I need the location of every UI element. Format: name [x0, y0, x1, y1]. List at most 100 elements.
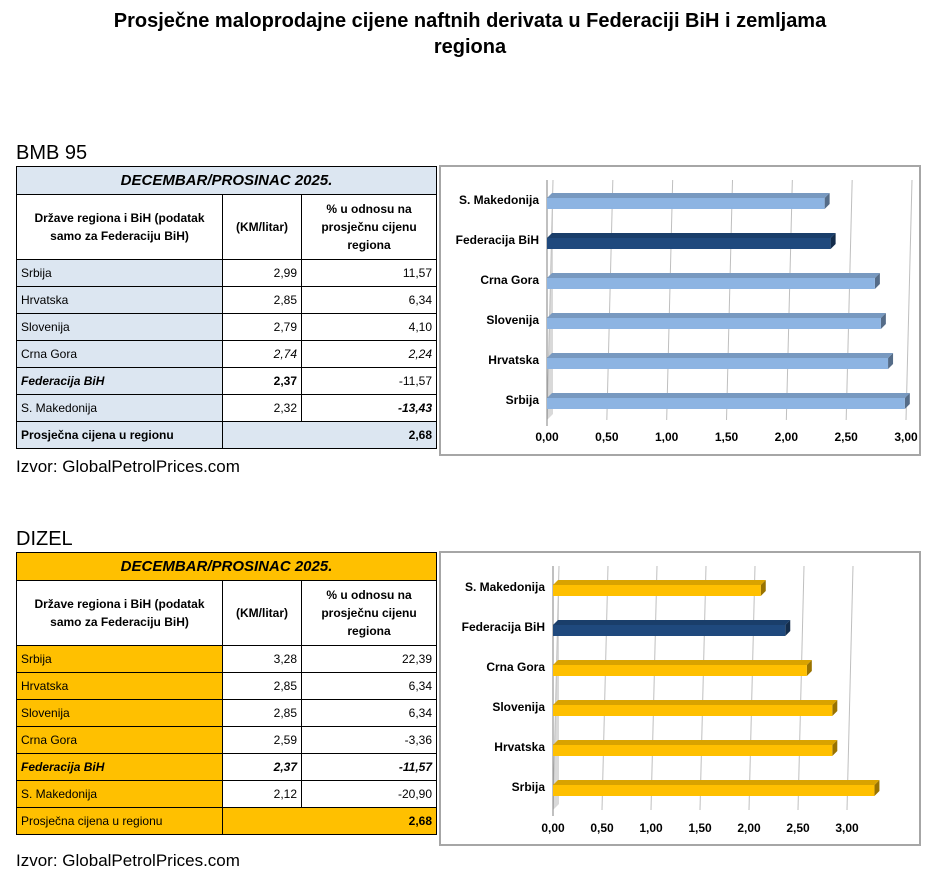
value-cell: 2,12: [222, 780, 302, 808]
bar-side: [888, 353, 894, 369]
bar: [547, 198, 825, 209]
column-header: (KM/litar): [222, 580, 302, 646]
header-row: Države regiona i BiH (podatak samo za Fe…: [16, 194, 438, 260]
country-cell: Crna Gora: [16, 340, 223, 368]
country-cell: S. Makedonija: [16, 394, 223, 422]
bar-side: [785, 620, 791, 636]
bar-top: [547, 273, 880, 278]
value-cell: 6,34: [300, 699, 438, 727]
x-tick-label: 0,00: [535, 430, 559, 444]
bar-top: [553, 660, 812, 665]
country-cell: Slovenija: [16, 313, 223, 341]
x-tick-label: 1,50: [688, 821, 712, 835]
country-cell: Hrvatska: [16, 286, 223, 314]
value-cell: 22,39: [300, 645, 438, 673]
bar: [547, 358, 889, 369]
table-body: DECEMBAR/PROSINAC 2025. Države regiona i …: [15, 166, 438, 449]
bar-side: [874, 273, 880, 289]
bar: [553, 665, 807, 676]
footer-row: Prosječna cijena u regionu 2,68: [16, 807, 438, 835]
footer-value: 2,68: [221, 807, 438, 835]
category-label: Srbija: [506, 393, 540, 407]
table-row: Hrvatska 2,85 6,34: [16, 286, 438, 314]
banner-cell: DECEMBAR/PROSINAC 2025.: [15, 166, 438, 195]
column-header: % u odnosu na prosječnu cijenu regiona: [300, 580, 438, 646]
value-cell: 2,85: [222, 286, 302, 314]
value-cell: 2,99: [222, 259, 302, 287]
bar: [547, 238, 831, 249]
value-cell: 4,10: [300, 313, 438, 341]
bar-top: [553, 780, 880, 785]
value-cell: 2,74: [222, 340, 302, 368]
value-cell: 6,34: [300, 286, 438, 314]
bar-top: [553, 700, 838, 705]
grid-line: [552, 565, 560, 811]
value-cell: 2,85: [222, 672, 302, 700]
bar: [547, 278, 875, 289]
source-note: Izvor: GlobalPetrolPrices.com: [16, 851, 240, 870]
category-label: Hrvatska: [488, 353, 539, 367]
table-body: DECEMBAR/PROSINAC 2025. Države regiona i …: [15, 552, 438, 835]
bar-side: [904, 393, 910, 409]
grid-line: [846, 565, 854, 811]
category-label: Federacija BiH: [462, 620, 545, 634]
x-tick-label: 2,00: [775, 430, 799, 444]
bar-top: [553, 740, 838, 745]
bar-side: [806, 660, 812, 676]
category-label: Srbija: [512, 780, 546, 794]
bar-side: [832, 740, 838, 756]
x-tick-label: 3,00: [835, 821, 859, 835]
section-heading: BMB 95: [16, 142, 88, 164]
bar: [547, 318, 881, 329]
bar-side: [832, 700, 838, 716]
price-table: DECEMBAR/PROSINAC 2025. Države regiona i …: [15, 166, 438, 449]
country-cell: S. Makedonija: [16, 780, 223, 808]
table-row: Crna Gora 2,59 -3,36: [16, 726, 438, 754]
value-cell: -13,43: [300, 394, 438, 422]
grid-line: [726, 179, 733, 421]
bar-top: [547, 393, 910, 398]
bar-side: [830, 233, 836, 249]
x-tick-label: 3,00: [894, 430, 918, 444]
table-row: S. Makedonija 2,12 -20,90: [16, 780, 438, 808]
category-label: Slovenija: [486, 313, 539, 327]
bar-side: [880, 313, 886, 329]
bar-top: [547, 233, 836, 238]
country-cell: Federacija BiH: [16, 367, 223, 395]
footer-row: Prosječna cijena u regionu 2,68: [16, 421, 438, 449]
table-row: Srbija 2,99 11,57: [16, 259, 438, 287]
country-cell: Crna Gora: [16, 726, 223, 754]
bar: [553, 625, 786, 636]
chart-frame: [439, 165, 921, 456]
bar-top: [547, 193, 830, 198]
category-label: Slovenija: [492, 700, 545, 714]
section-heading: DIZEL: [16, 528, 73, 550]
x-tick-label: 2,00: [737, 821, 761, 835]
grid-line: [748, 565, 756, 811]
chart-frame: [439, 551, 921, 846]
footer-label: Prosječna cijena u regionu: [16, 421, 223, 449]
footer-value: 2,68: [221, 421, 438, 449]
bar-top: [553, 620, 791, 625]
grid-line: [650, 565, 658, 811]
x-tick-label: 1,00: [639, 821, 663, 835]
country-cell: Hrvatska: [16, 672, 223, 700]
grid-line: [797, 565, 805, 811]
x-tick-label: 1,50: [715, 430, 739, 444]
bar-top: [547, 353, 894, 358]
bar-top: [553, 580, 766, 585]
value-cell: 11,57: [300, 259, 438, 287]
value-cell: 6,34: [300, 672, 438, 700]
bar: [553, 585, 761, 596]
grid-line: [601, 565, 609, 811]
grid-line: [666, 179, 674, 421]
value-cell: 2,32: [222, 394, 302, 422]
x-tick-label: 2,50: [834, 430, 858, 444]
country-cell: Srbija: [16, 645, 223, 673]
price-table: DECEMBAR/PROSINAC 2025. Države regiona i …: [15, 552, 438, 835]
category-label: S. Makedonija: [459, 193, 539, 207]
x-tick-label: 0,50: [595, 430, 619, 444]
category-label: Federacija BiH: [456, 233, 539, 247]
bar: [553, 745, 833, 756]
value-cell: 2,24: [300, 340, 438, 368]
